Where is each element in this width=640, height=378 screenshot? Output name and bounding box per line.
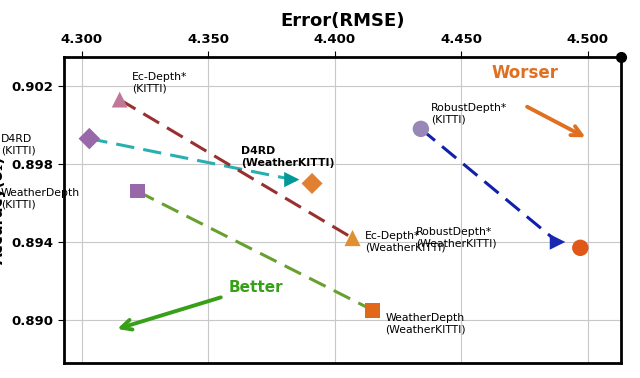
Text: D4RD
(WeatherKITTI): D4RD (WeatherKITTI) xyxy=(241,146,335,168)
X-axis label: Error(RMSE): Error(RMSE) xyxy=(280,12,404,30)
Y-axis label: Accuracy(δ₁): Accuracy(δ₁) xyxy=(0,156,6,264)
Point xyxy=(115,97,125,103)
Text: RobustDepth*
(WeatherKITTI): RobustDepth* (WeatherKITTI) xyxy=(416,227,497,249)
Text: Worser: Worser xyxy=(492,64,559,82)
Point xyxy=(132,188,143,194)
Point xyxy=(575,245,586,251)
Text: Ec-Depth*
(KITTI): Ec-Depth* (KITTI) xyxy=(132,72,188,94)
Text: WeatherDepth
(KITTI): WeatherDepth (KITTI) xyxy=(1,188,80,210)
Point xyxy=(367,307,378,313)
Point xyxy=(348,235,358,241)
Point xyxy=(552,239,563,245)
Text: Ec-Depth*
(WeatherKITTI): Ec-Depth* (WeatherKITTI) xyxy=(365,231,446,253)
Text: D4RD
(KITTI): D4RD (KITTI) xyxy=(1,134,35,155)
Point xyxy=(287,177,297,183)
Point xyxy=(416,126,426,132)
Text: Better: Better xyxy=(228,280,283,294)
Text: WeatherDepth
(WeatherKITTI): WeatherDepth (WeatherKITTI) xyxy=(385,313,466,335)
Text: RobustDepth*
(KITTI): RobustDepth* (KITTI) xyxy=(431,103,508,125)
Point xyxy=(84,136,95,142)
Point xyxy=(307,180,317,186)
